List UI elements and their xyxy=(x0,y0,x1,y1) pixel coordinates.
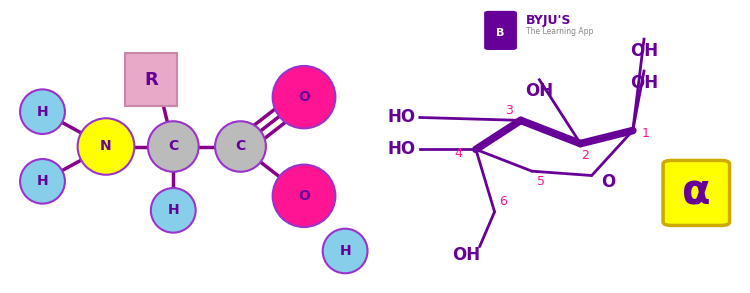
Text: H: H xyxy=(37,174,48,188)
Text: H: H xyxy=(167,203,179,217)
Text: OH: OH xyxy=(630,74,658,92)
Text: N: N xyxy=(100,139,112,154)
Text: B: B xyxy=(496,28,505,38)
Text: HO: HO xyxy=(388,140,416,159)
Ellipse shape xyxy=(273,66,335,128)
Text: BYJU'S: BYJU'S xyxy=(526,14,572,27)
Ellipse shape xyxy=(20,89,65,134)
Text: OH: OH xyxy=(525,82,554,100)
Text: HO: HO xyxy=(388,108,416,127)
Text: 4: 4 xyxy=(454,147,463,160)
FancyBboxPatch shape xyxy=(484,11,516,49)
Text: O: O xyxy=(298,90,310,104)
Text: O: O xyxy=(601,173,615,191)
Ellipse shape xyxy=(77,118,134,175)
Text: 6: 6 xyxy=(500,195,508,208)
Text: 3: 3 xyxy=(506,104,514,117)
Text: α: α xyxy=(682,172,710,214)
Text: H: H xyxy=(339,244,351,258)
Text: C: C xyxy=(168,139,178,154)
Text: The Learning App: The Learning App xyxy=(526,27,593,36)
Ellipse shape xyxy=(322,229,368,273)
Text: 1: 1 xyxy=(641,127,650,140)
Text: 2: 2 xyxy=(581,149,589,162)
Text: H: H xyxy=(37,105,48,119)
Ellipse shape xyxy=(273,165,335,227)
FancyBboxPatch shape xyxy=(663,161,730,225)
Text: 5: 5 xyxy=(537,175,545,188)
Ellipse shape xyxy=(215,121,266,172)
Text: O: O xyxy=(298,189,310,203)
Text: OH: OH xyxy=(630,42,658,60)
Ellipse shape xyxy=(20,159,65,204)
Ellipse shape xyxy=(148,121,199,172)
Text: R: R xyxy=(144,71,158,89)
FancyBboxPatch shape xyxy=(125,53,176,106)
Text: OH: OH xyxy=(452,246,480,264)
Text: C: C xyxy=(236,139,245,154)
Ellipse shape xyxy=(151,188,196,233)
